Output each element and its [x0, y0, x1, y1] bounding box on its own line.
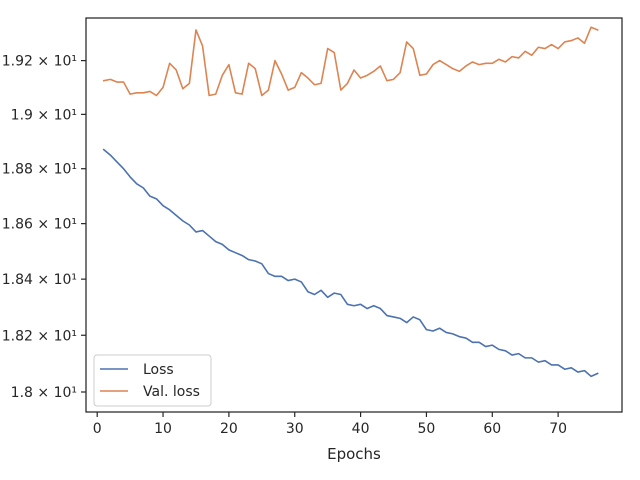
y-axis-ticks: 1.8 × 10¹ 1.82 × 10¹ 1.84 × 10¹ 1.86 × 10¹ 1…	[2, 54, 86, 401]
y-tick-label: 1.86 × 10¹	[2, 217, 77, 233]
series-line-val-loss	[102, 26, 599, 97]
x-tick-label: 0	[93, 421, 102, 437]
y-tick-label: 1.84 × 10¹	[2, 272, 77, 288]
x-tick-label: 30	[286, 421, 304, 437]
y-tick-label: 1.9 × 10¹	[11, 107, 77, 123]
y-tick-label: 1.88 × 10¹	[2, 162, 77, 178]
y-tick-label: 1.8 × 10¹	[11, 385, 77, 401]
x-tick-label: 70	[549, 421, 567, 437]
legend-label-loss: Loss	[143, 362, 174, 378]
x-tick-label: 40	[352, 421, 370, 437]
x-tick-label: 20	[220, 421, 238, 437]
legend-label-val-loss: Val. loss	[143, 384, 200, 400]
x-tick-label: 50	[418, 421, 436, 437]
plot-frame	[85, 17, 623, 413]
series-line-loss	[102, 148, 599, 378]
series-layer	[102, 26, 599, 378]
y-tick-label: 1.82 × 10¹	[2, 328, 77, 344]
x-axis-label: Epochs	[327, 445, 381, 463]
x-axis-ticks: 0 10 20 30 40 50 60 70	[93, 412, 567, 437]
legend: Loss Val. loss	[93, 354, 212, 407]
legend-box	[93, 354, 212, 407]
y-tick-label: 1.92 × 10¹	[2, 54, 77, 70]
x-tick-label: 60	[483, 421, 501, 437]
x-tick-label: 10	[154, 421, 172, 437]
